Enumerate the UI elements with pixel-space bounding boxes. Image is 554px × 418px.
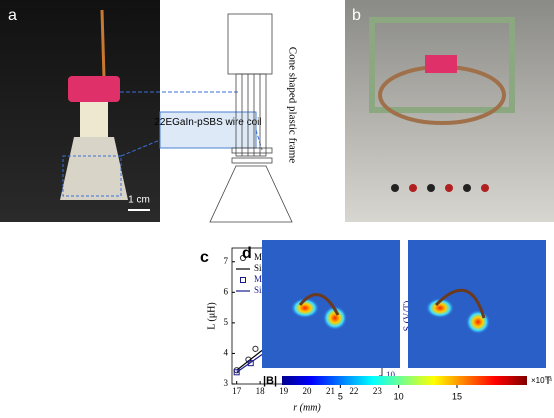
y-axis-label: L (μH)	[206, 302, 217, 329]
arrow	[120, 139, 161, 157]
cage	[369, 17, 515, 113]
legend-swatch	[239, 254, 247, 262]
arrow	[255, 129, 263, 151]
x-axis-label: r (mm)	[293, 402, 321, 413]
x-tick-label: 18	[256, 386, 266, 396]
point	[252, 345, 259, 352]
y2-tick-label: 10	[386, 370, 396, 380]
y-tick-label: 6	[224, 286, 229, 296]
x-tick-label: 19	[279, 386, 289, 396]
highlight	[62, 155, 122, 197]
panel-label: d	[242, 245, 252, 262]
colorbar-tick-label: 15	[452, 391, 462, 401]
cap	[68, 76, 120, 102]
legend-swatch	[240, 277, 246, 283]
colorbar-exponent: ×10⁻⁴	[531, 376, 553, 385]
colorbar-tick-label: 10	[394, 391, 404, 401]
terminals	[391, 184, 489, 192]
panel-label: c	[200, 249, 209, 266]
colorbar-label: |B|	[263, 375, 277, 387]
colorbar-ticks: 5 10 15	[338, 385, 462, 401]
y-tick-label: 4	[224, 348, 229, 358]
cap	[425, 55, 457, 73]
y-tick-label: 5	[224, 317, 229, 327]
panel-label: b	[352, 7, 361, 24]
point	[247, 360, 254, 367]
colorbar-tick-label: 5	[338, 391, 343, 401]
y2-axis-label: S (V/T)	[402, 301, 413, 332]
panel-label: a	[8, 7, 17, 24]
field-map	[262, 240, 400, 368]
y-tick-label: 3	[224, 378, 229, 388]
x-tick-label: 22	[349, 386, 358, 396]
x-tick-label: 23	[373, 386, 383, 396]
scale-label: 1 cm	[128, 195, 150, 206]
field-map	[408, 240, 546, 368]
x-tick-label: 21	[326, 386, 335, 396]
callout-text: 22EGaIn-pSBS wire coil	[154, 117, 261, 128]
x-tick-label: 20	[303, 386, 313, 396]
colorbar-unit: T	[545, 375, 552, 387]
y-tick-label: 7	[224, 256, 229, 266]
cone	[60, 137, 128, 200]
wire	[100, 9, 106, 79]
tube	[80, 102, 108, 137]
colorbar	[282, 376, 527, 385]
point	[233, 369, 240, 376]
x-tick-label: 17	[232, 386, 242, 396]
frame-diagram	[209, 13, 293, 223]
frame-label: Cone shaped plastic frame	[286, 47, 298, 163]
